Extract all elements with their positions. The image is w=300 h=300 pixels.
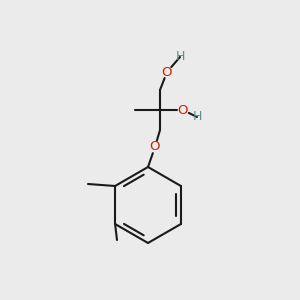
- Text: H: H: [175, 50, 185, 64]
- Text: O: O: [150, 140, 160, 154]
- Text: O: O: [178, 103, 188, 116]
- Text: O: O: [162, 65, 172, 79]
- Text: H: H: [192, 110, 202, 124]
